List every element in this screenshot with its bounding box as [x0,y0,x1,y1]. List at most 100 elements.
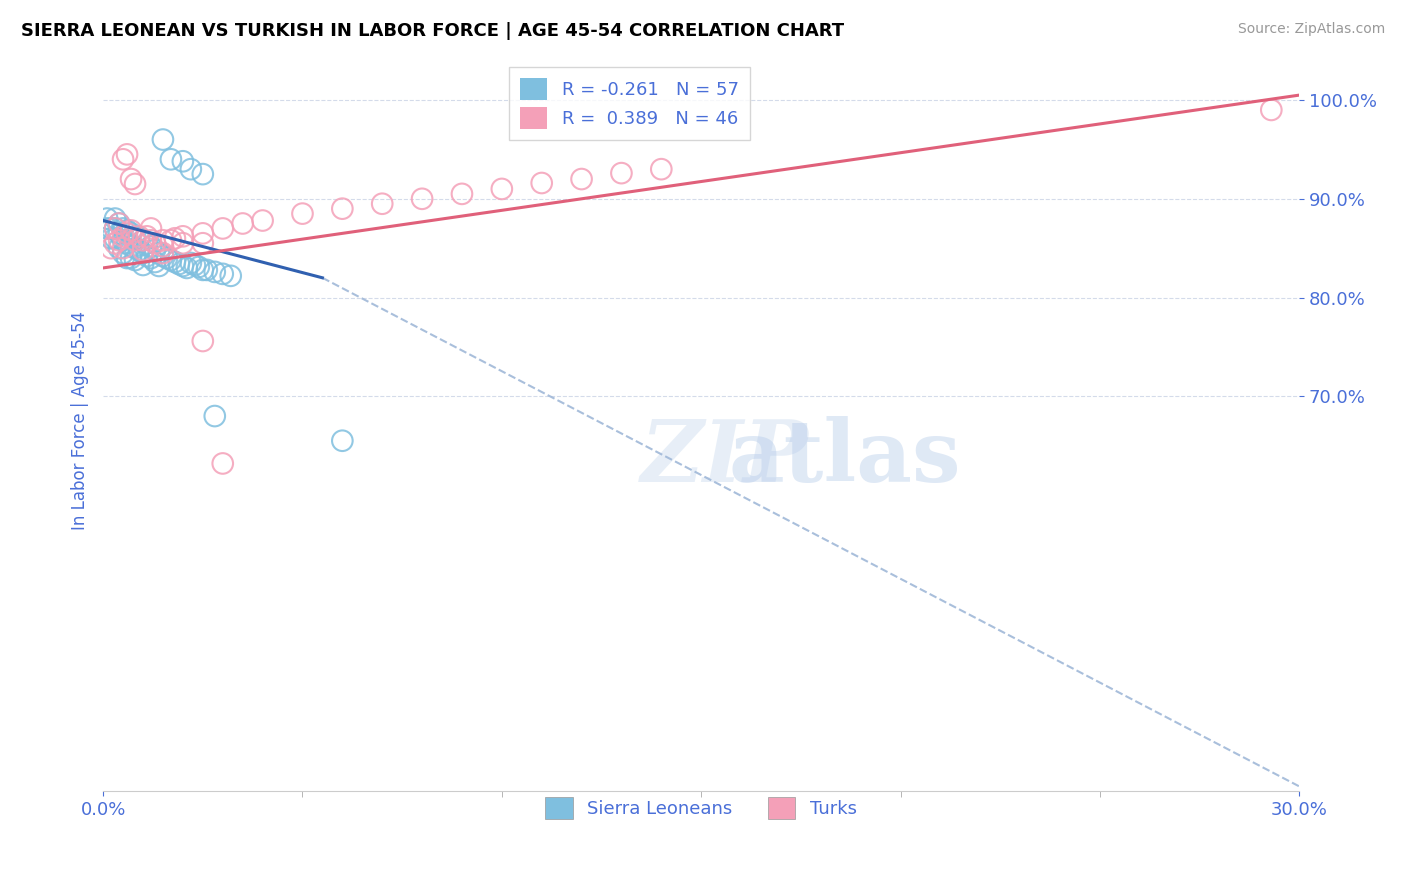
Point [115,227,138,241]
Point [143,236,166,251]
Point [252,213,274,227]
Point [128,229,150,244]
Point [204,409,226,423]
Point [152,249,174,263]
Point [112,153,135,167]
Point [371,196,394,211]
Point [172,259,194,273]
Point [143,243,166,257]
Point [115,147,138,161]
Point [1260,103,1282,117]
Point [191,263,214,277]
Point [204,265,226,279]
Point [108,217,131,231]
Point [136,236,159,251]
Point [163,231,186,245]
Text: Source: ZipAtlas.com: Source: ZipAtlas.com [1237,22,1385,37]
Point [108,233,131,247]
Point [191,167,214,181]
Point [124,229,146,244]
Point [96,221,118,235]
Point [156,251,179,265]
Point [100,241,122,255]
Point [104,236,127,251]
Point [115,223,138,237]
Point [128,243,150,257]
Point [143,255,166,269]
Point [232,217,254,231]
Point [650,162,672,177]
Point [112,221,135,235]
Point [112,241,135,255]
Point [191,236,214,251]
Point [491,182,513,196]
Point [115,236,138,251]
Point [176,260,198,275]
Point [108,217,131,231]
Point [139,239,162,253]
Point [211,221,233,235]
Point [180,256,202,270]
Point [104,231,127,245]
Point [108,241,131,255]
Point [128,231,150,245]
Text: ZIP: ZIP [641,417,808,500]
Point [139,221,162,235]
Point [112,229,135,244]
Point [96,211,118,226]
Point [132,233,155,247]
Point [120,172,142,186]
Point [180,162,202,177]
Point [211,457,233,471]
Point [152,233,174,247]
Y-axis label: In Labor Force | Age 45-54: In Labor Force | Age 45-54 [72,311,89,531]
Point [160,233,183,247]
Point [148,246,170,260]
Point [163,255,186,269]
Point [124,253,146,268]
Legend: Sierra Leoneans, Turks: Sierra Leoneans, Turks [538,790,865,827]
Point [211,267,233,281]
Point [104,221,127,235]
Point [160,253,183,268]
Point [112,246,135,260]
Point [108,227,131,241]
Point [291,206,314,220]
Point [195,263,218,277]
Point [100,231,122,245]
Point [136,249,159,263]
Point [120,223,142,237]
Point [571,172,593,186]
Point [112,233,135,247]
Text: atlas: atlas [728,416,960,500]
Point [160,153,183,167]
Point [172,154,194,169]
Point [152,246,174,260]
Point [115,251,138,265]
Point [104,211,127,226]
Point [124,241,146,255]
Point [124,177,146,191]
Point [191,334,214,348]
Point [167,257,190,271]
Point [330,202,353,216]
Point [187,260,209,274]
Point [124,233,146,247]
Point [152,239,174,253]
Point [172,236,194,251]
Point [191,227,214,241]
Point [139,233,162,247]
Point [132,233,155,247]
Point [530,176,553,190]
Point [120,227,142,241]
Point [148,259,170,273]
Point [136,229,159,244]
Point [610,166,633,180]
Point [120,251,142,265]
Point [451,186,474,201]
Point [219,268,242,283]
Point [120,239,142,253]
Text: SIERRA LEONEAN VS TURKISH IN LABOR FORCE | AGE 45-54 CORRELATION CHART: SIERRA LEONEAN VS TURKISH IN LABOR FORCE… [21,22,844,40]
Point [104,221,127,235]
Point [411,192,433,206]
